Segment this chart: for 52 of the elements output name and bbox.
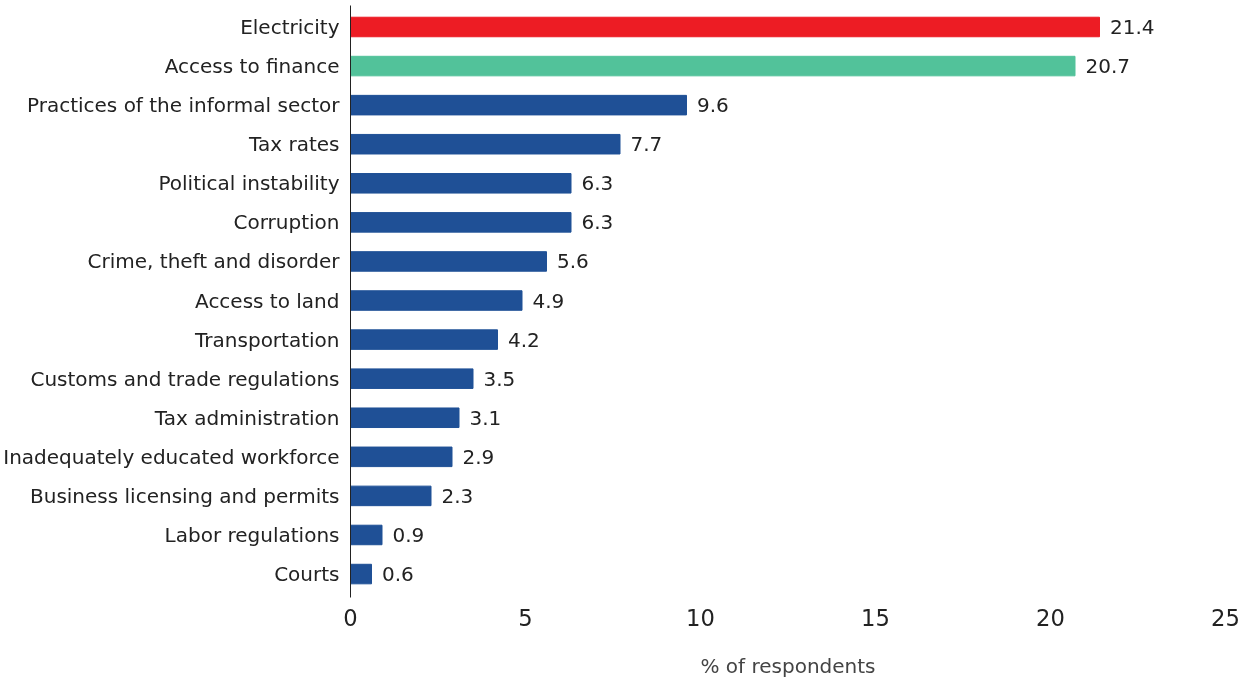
x-tick-label: 0 bbox=[343, 604, 358, 631]
data-label: 6.3 bbox=[581, 210, 614, 235]
data-label: 6.3 bbox=[581, 171, 614, 196]
x-tick-label: 15 bbox=[861, 604, 890, 631]
y-tick-label: Tax administration bbox=[153, 405, 340, 430]
data-label: 21.4 bbox=[1110, 14, 1155, 39]
bar bbox=[350, 173, 572, 194]
data-label: 20.7 bbox=[1085, 54, 1131, 79]
x-tick-label: 5 bbox=[518, 604, 533, 631]
data-label: 2.3 bbox=[441, 483, 474, 508]
y-tick-label: Customs and trade regulations bbox=[30, 366, 340, 391]
data-label: 0.9 bbox=[392, 522, 425, 547]
y-tick-label: Labor regulations bbox=[164, 522, 340, 547]
x-tick-label: 10 bbox=[686, 604, 715, 631]
data-label: 0.6 bbox=[382, 562, 414, 587]
data-label: 4.2 bbox=[508, 327, 540, 352]
y-tick-label: Access to land bbox=[195, 288, 340, 313]
data-label: 4.9 bbox=[532, 288, 565, 313]
y-tick-label: Tax rates bbox=[248, 132, 340, 157]
bar bbox=[350, 485, 432, 507]
y-tick-label: Business licensing and permits bbox=[30, 483, 340, 508]
bar bbox=[350, 446, 453, 468]
y-tick-label: Political instability bbox=[158, 171, 340, 196]
bar bbox=[350, 290, 523, 311]
data-label: 9.6 bbox=[697, 93, 729, 118]
bar bbox=[350, 563, 372, 585]
y-tick-label: Crime, theft and disorder bbox=[87, 249, 341, 274]
x-tick-label: 20 bbox=[1036, 604, 1065, 631]
y-tick-label: Practices of the informal sector bbox=[26, 93, 341, 118]
bar bbox=[350, 212, 572, 233]
bar bbox=[350, 55, 1076, 77]
data-label: 3.1 bbox=[469, 405, 502, 430]
bar bbox=[350, 407, 460, 429]
y-tick-label: Access to finance bbox=[164, 54, 340, 79]
y-tick-label: Corruption bbox=[233, 210, 340, 235]
y-tick-label: Inadequately educated workforce bbox=[3, 444, 340, 469]
data-label: 5.6 bbox=[557, 249, 589, 274]
bar bbox=[350, 329, 498, 350]
y-tick-label: Courts bbox=[274, 562, 340, 587]
bar bbox=[350, 133, 621, 155]
bar bbox=[350, 251, 547, 272]
y-tick-label: Transportation bbox=[194, 327, 340, 352]
data-label: 2.9 bbox=[462, 444, 495, 469]
x-axis-title: % of respondents bbox=[700, 653, 876, 678]
bar bbox=[350, 368, 474, 389]
bar bbox=[350, 16, 1100, 38]
bar bbox=[350, 94, 687, 116]
data-label: 3.5 bbox=[483, 366, 516, 391]
x-tick-label: 25 bbox=[1211, 604, 1240, 631]
bar bbox=[350, 524, 383, 546]
y-tick-label: Electricity bbox=[240, 14, 340, 39]
data-label: 7.7 bbox=[630, 132, 663, 157]
